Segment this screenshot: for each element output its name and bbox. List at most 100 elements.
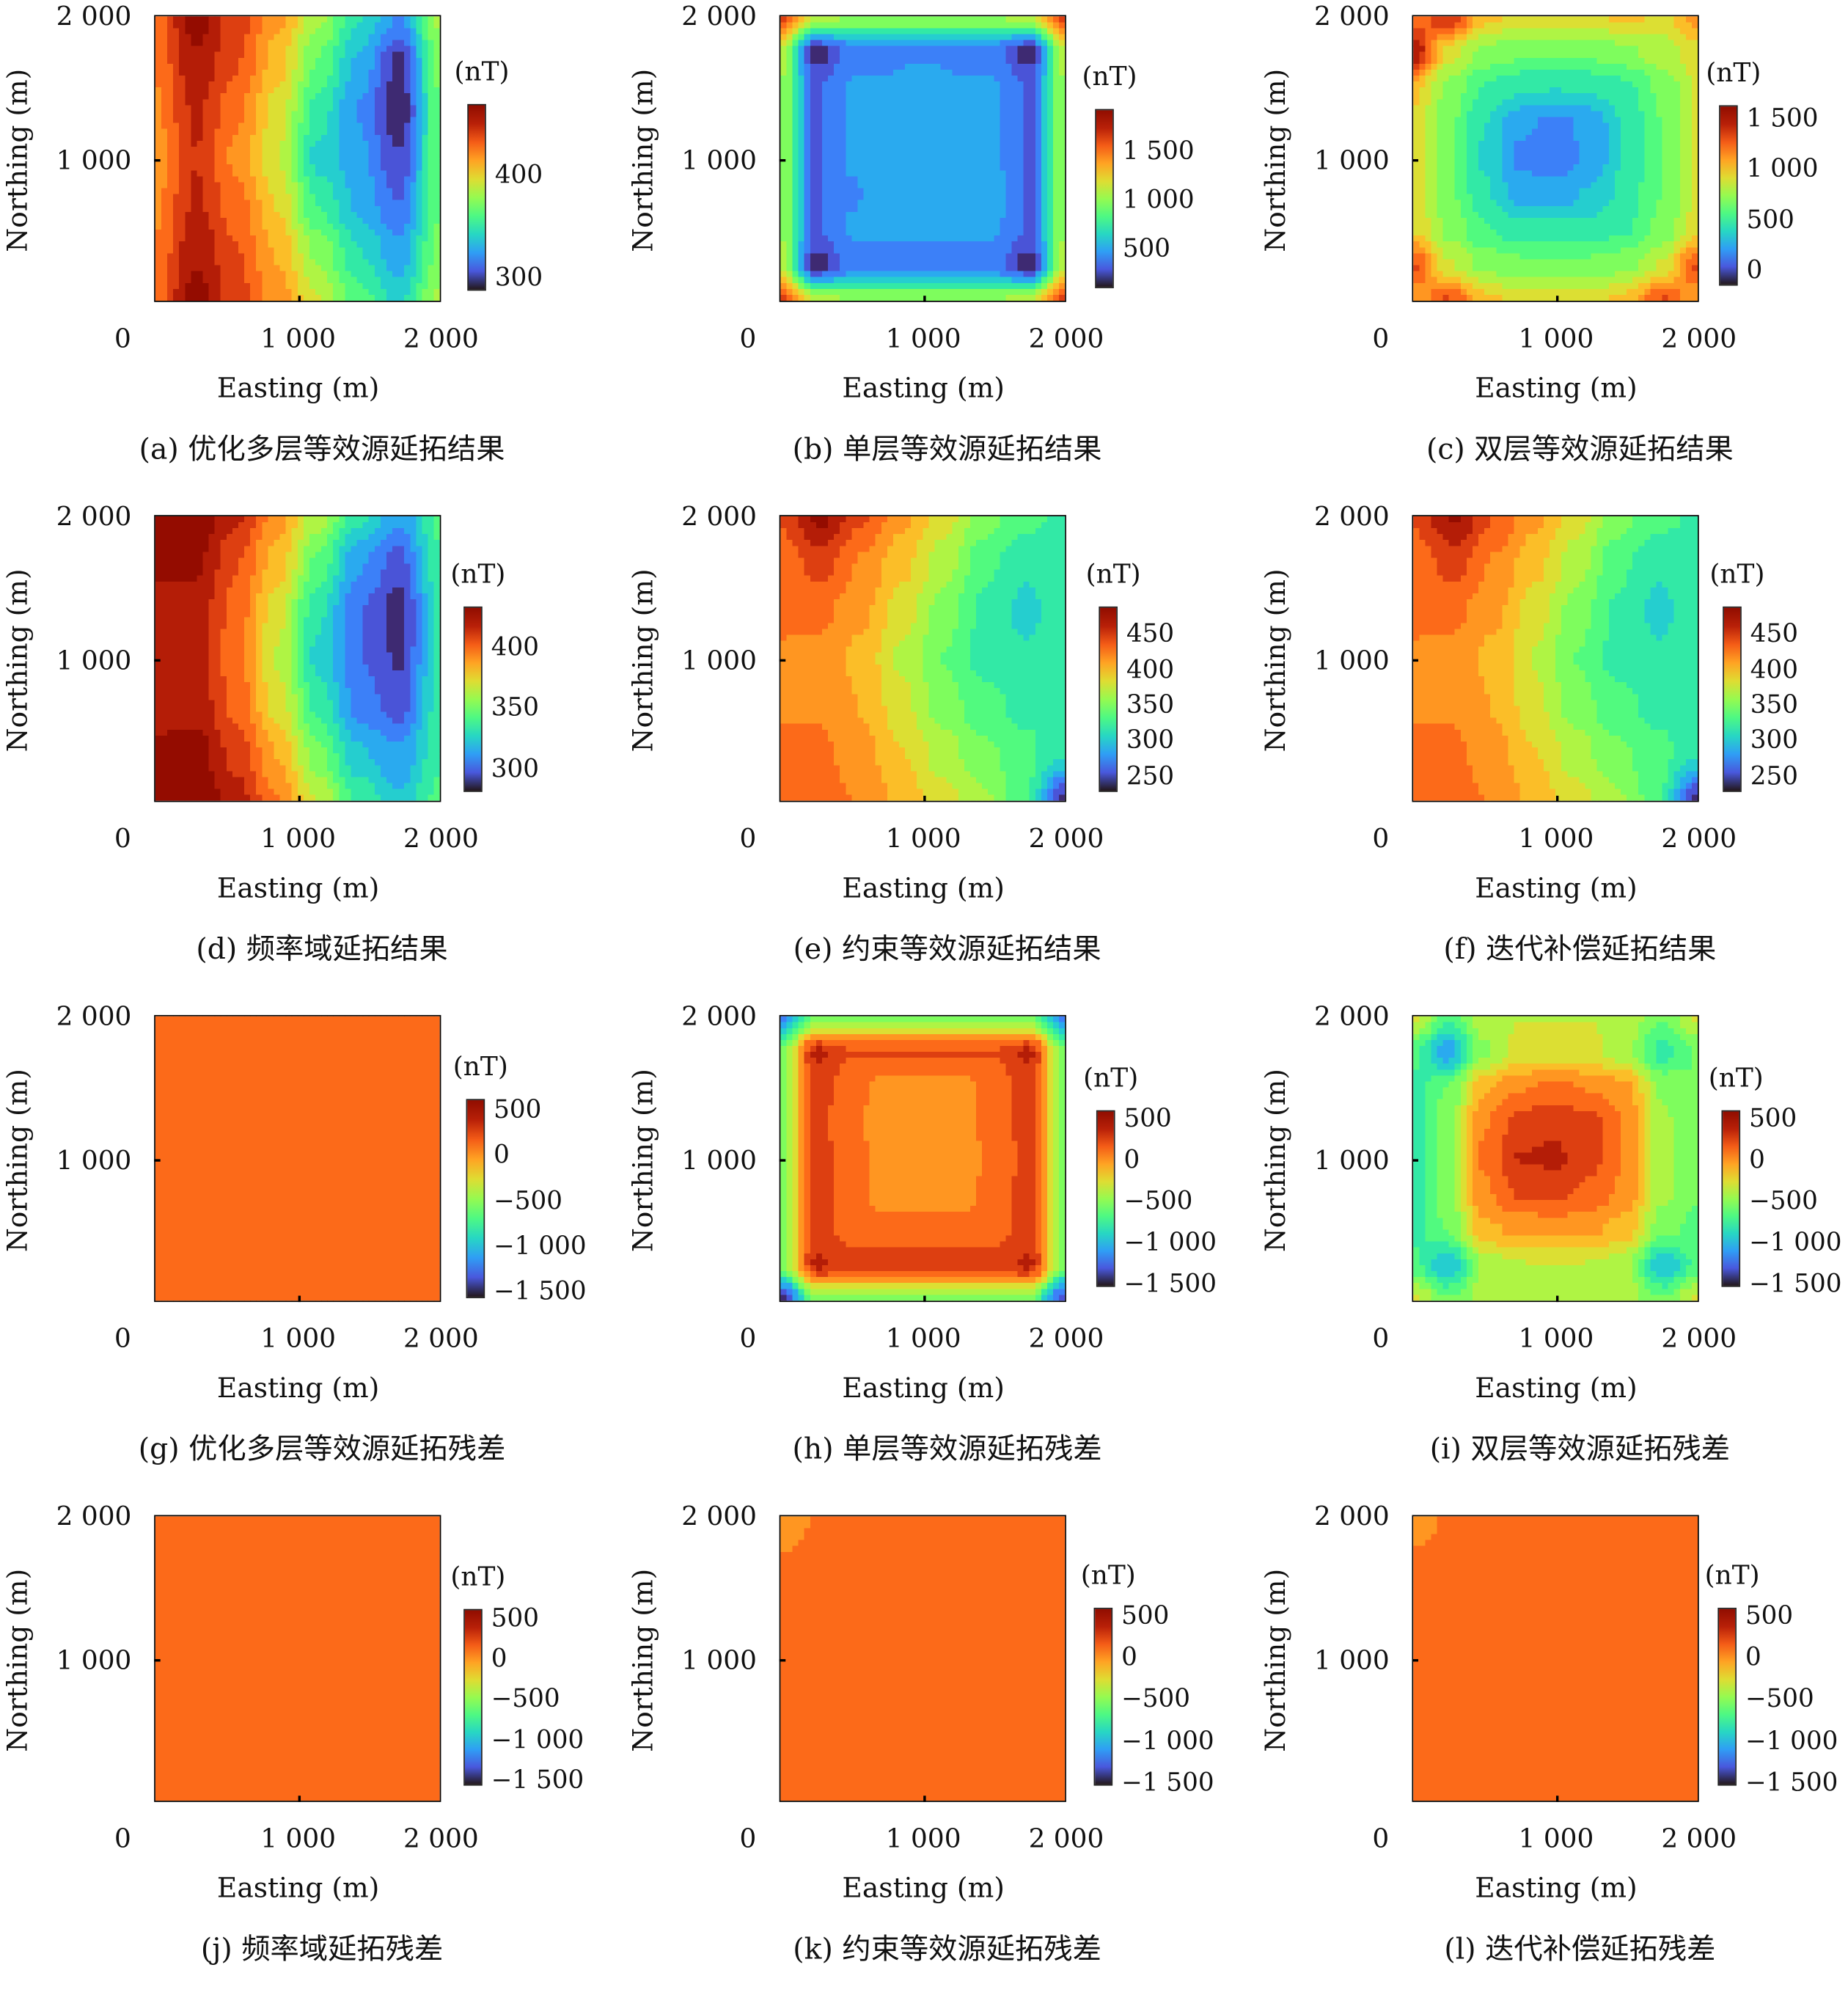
heatmap-cell [1046, 93, 1054, 100]
heatmap-cell [1053, 294, 1060, 301]
heatmap-cell [887, 158, 894, 165]
heatmap-cell [994, 277, 1001, 284]
heatmap-cell [262, 170, 269, 177]
heatmap-cell [1005, 259, 1013, 266]
heatmap-cell [969, 235, 977, 242]
heatmap-cell [185, 194, 192, 201]
heatmap-cell [155, 69, 162, 76]
heatmap-cell [1059, 117, 1066, 124]
heatmap-cell [798, 211, 805, 219]
heatmap-cell [1029, 282, 1036, 290]
heatmap-cell [422, 247, 429, 255]
heatmap-cell [404, 188, 411, 195]
heatmap-cell [256, 111, 263, 118]
heatmap-cell [1656, 16, 1663, 23]
heatmap-cell [1608, 28, 1616, 35]
heatmap-cell [238, 253, 245, 260]
heatmap-cell [857, 81, 865, 88]
heatmap-cell [834, 253, 840, 260]
heatmap-cell [792, 241, 799, 248]
heatmap-cell [994, 105, 1001, 112]
heatmap-cell [869, 176, 876, 183]
heatmap-cell [1053, 211, 1060, 219]
heatmap-cell [828, 277, 835, 284]
heatmap-cell [386, 34, 393, 41]
heatmap-cell [416, 93, 423, 100]
heatmap-cell [934, 288, 942, 296]
heatmap-cell [380, 134, 387, 142]
heatmap-cell [1017, 259, 1024, 266]
heatmap-cell [351, 99, 358, 106]
heatmap-cell [911, 99, 917, 106]
heatmap-cell [1413, 57, 1420, 65]
heatmap-cell [226, 146, 233, 153]
heatmap-cell [1431, 51, 1438, 59]
heatmap-cell [422, 76, 429, 82]
heatmap-cell [321, 128, 328, 136]
heatmap-cell [208, 235, 216, 242]
heatmap-cell [303, 87, 310, 94]
heatmap-cell [875, 241, 882, 248]
heatmap-cell [863, 205, 870, 213]
heatmap-cell [262, 235, 269, 242]
heatmap-cell [428, 111, 435, 118]
heatmap-cell [851, 111, 859, 118]
heatmap-cell [969, 122, 977, 130]
heatmap-cell [1059, 99, 1066, 106]
heatmap-cell [1017, 111, 1024, 118]
heatmap-cell [173, 69, 180, 76]
heatmap-cell [268, 87, 275, 94]
heatmap-cell [410, 259, 417, 266]
heatmap-cell [285, 134, 293, 142]
heatmap-cell [792, 76, 799, 82]
heatmap-cell [1046, 111, 1054, 118]
heatmap-cell [244, 288, 251, 296]
heatmap-cell [185, 247, 192, 255]
heatmap-cell [952, 45, 959, 53]
heatmap-cell [309, 122, 316, 130]
heatmap-cell [851, 217, 859, 224]
heatmap-cell [274, 99, 281, 106]
heatmap-cell [285, 170, 293, 177]
heatmap-cell [1041, 51, 1048, 59]
heatmap-cell [815, 164, 823, 171]
heatmap-cell [291, 117, 298, 124]
heatmap-cell [792, 69, 799, 76]
heatmap-cell [220, 28, 227, 35]
heatmap-cell [917, 253, 923, 260]
heatmap-cell [846, 282, 853, 290]
heatmap-cell [857, 34, 865, 41]
heatmap-cell [256, 230, 263, 236]
heatmap-cell [268, 158, 275, 165]
heatmap-cell [398, 76, 405, 82]
heatmap-cell [351, 93, 358, 100]
heatmap-cell [321, 188, 328, 195]
heatmap-cell [911, 105, 917, 112]
heatmap-cell [268, 51, 275, 59]
heatmap-cell [179, 99, 186, 106]
heatmap-cell [840, 259, 846, 266]
heatmap-cell [238, 69, 245, 76]
heatmap-cell [851, 117, 859, 124]
heatmap-cell [792, 134, 799, 142]
heatmap-cell [185, 57, 192, 65]
heatmap-cell [155, 253, 162, 260]
heatmap-cell [250, 34, 257, 41]
heatmap-cell [969, 57, 977, 65]
heatmap-cell [155, 134, 162, 142]
heatmap-cell [208, 111, 216, 118]
heatmap-cell [1431, 40, 1438, 47]
heatmap-cell [863, 45, 870, 53]
heatmap-cell [940, 235, 947, 242]
heatmap-cell [392, 134, 399, 142]
heatmap-cell [911, 265, 917, 272]
heatmap-cell [1059, 28, 1066, 35]
heatmap-cell [256, 288, 263, 296]
heatmap-cell [321, 253, 328, 260]
heatmap-cell [333, 288, 340, 296]
heatmap-cell [351, 282, 358, 290]
heatmap-cell [345, 40, 352, 47]
heatmap-cell [1041, 200, 1048, 207]
heatmap-cell [1673, 28, 1681, 35]
heatmap-cell [291, 164, 298, 171]
